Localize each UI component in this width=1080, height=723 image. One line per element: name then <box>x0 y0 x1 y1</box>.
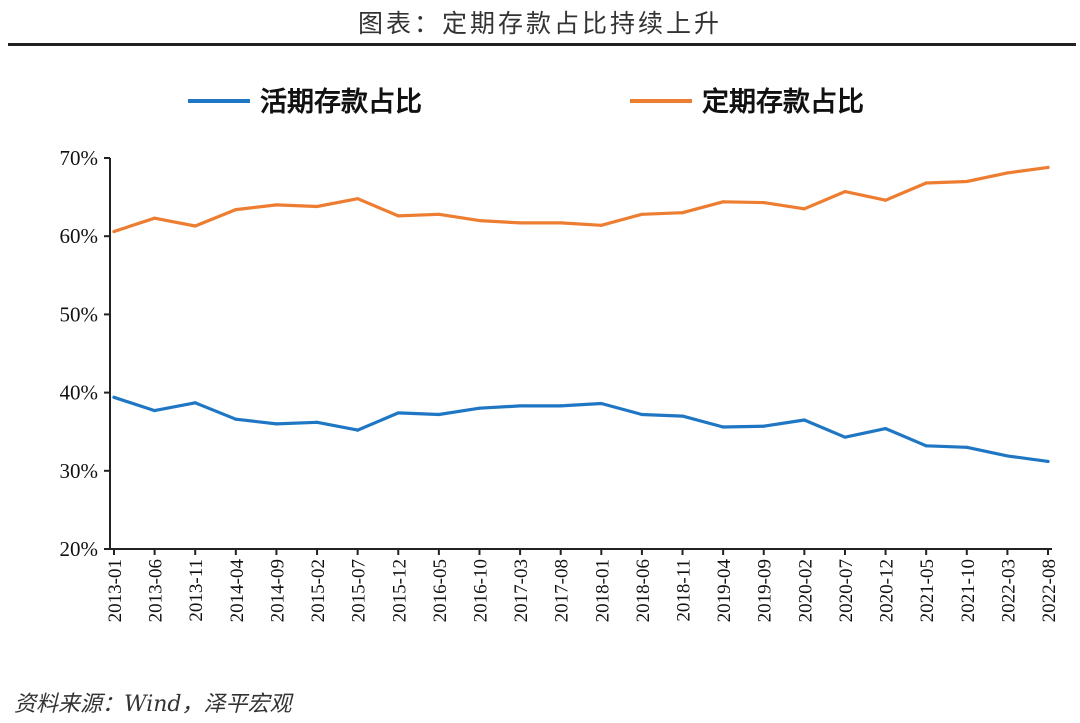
chart-title: 图表：定期存款占比持续上升 <box>357 9 722 38</box>
time-deposit-point <box>965 179 969 184</box>
x-tick-label: 2016-05 <box>430 559 451 622</box>
demand-deposit-point <box>315 420 319 424</box>
demand-deposit-point <box>843 435 847 439</box>
time-deposit-point <box>437 212 441 216</box>
x-tick-label: 2019-04 <box>714 559 735 623</box>
time-deposit-point <box>762 200 766 205</box>
demand-deposit-point <box>680 414 685 418</box>
time-deposit-point <box>1046 165 1050 169</box>
time-deposit-point <box>559 221 563 225</box>
x-tick-label: 2018-11 <box>674 559 695 622</box>
x-tick-label: 2014-09 <box>267 559 288 622</box>
legend: 活期存款占比 定期存款占比 <box>188 86 864 118</box>
x-tick-label: 2018-01 <box>592 559 613 622</box>
time-deposit-point <box>518 221 522 225</box>
x-tick-label: 2020-02 <box>795 559 816 622</box>
demand-deposit-point <box>924 444 928 448</box>
x-tick-label: 2015-12 <box>389 559 410 622</box>
y-tick-label: 50% <box>60 302 99 326</box>
time-deposit-point <box>802 207 806 211</box>
demand-deposit-point <box>965 445 969 449</box>
demand-deposit-point <box>396 411 400 415</box>
time-deposit-line <box>112 165 1050 234</box>
demand-deposit-point <box>721 425 725 429</box>
demand-deposit-point <box>356 428 360 432</box>
x-tick-label: 2022-03 <box>998 559 1019 622</box>
x-tick-label: 2020-07 <box>836 559 857 622</box>
y-tick-label: 20% <box>60 537 99 561</box>
time-deposit-point <box>112 229 116 234</box>
x-tick-label: 2017-03 <box>511 559 532 622</box>
demand-deposit-point <box>193 401 197 405</box>
time-deposit-point <box>640 212 644 216</box>
demand-deposit-point <box>112 395 116 399</box>
time-deposit-point <box>477 218 482 223</box>
x-tick-label: 2013-06 <box>146 559 167 622</box>
x-tick-label: 2013-11 <box>186 559 207 622</box>
x-tick-label: 2016-10 <box>470 559 491 622</box>
time-deposit-point <box>396 214 400 218</box>
time-deposit-point <box>1005 171 1009 175</box>
demand-deposit-point <box>518 404 522 408</box>
x-tick-label: 2013-01 <box>105 559 126 622</box>
x-tick-label: 2021-10 <box>958 559 979 622</box>
demand-deposit-point <box>559 404 563 408</box>
time-deposit-point <box>193 224 197 228</box>
demand-deposit-point <box>883 426 888 431</box>
x-tick-label: 2020-12 <box>877 559 898 622</box>
time-deposit-point <box>843 190 847 194</box>
x-tick-label: 2021-05 <box>917 559 938 622</box>
demand-deposit-point <box>234 417 238 421</box>
time-deposit-point <box>274 203 279 207</box>
demand-deposit-point <box>802 418 806 422</box>
demand-deposit-point <box>762 424 766 428</box>
y-tick-label: 40% <box>60 381 99 405</box>
x-tick-label: 2014-04 <box>227 559 248 623</box>
axes: 20% 30% 40% 50% 60% 70% 2013-01 2013-06 2013-11 2… <box>60 146 1061 622</box>
demand-deposit-point <box>640 412 644 417</box>
y-tick-label: 30% <box>60 459 99 483</box>
source-note: 资料来源：Wind，泽平宏观 <box>14 692 292 717</box>
x-tick-label: 2015-07 <box>349 559 370 622</box>
time-deposit-point <box>924 181 928 185</box>
demand-deposit-point <box>599 401 603 406</box>
x-tick-label: 2015-02 <box>308 559 329 622</box>
demand-deposit-point <box>153 408 157 413</box>
time-deposit-point <box>153 216 157 220</box>
demand-deposit-point <box>1005 454 1009 458</box>
legend-label-time: 定期存款占比 <box>702 86 864 118</box>
time-deposit-point <box>315 204 319 209</box>
time-deposit-point <box>721 200 725 204</box>
y-tick-label: 60% <box>60 224 99 248</box>
time-deposit-point <box>356 197 360 201</box>
time-deposit-point <box>883 198 888 202</box>
demand-deposit-point <box>274 422 279 426</box>
demand-deposit-point <box>1046 459 1050 464</box>
demand-deposit-point <box>437 412 441 417</box>
legend-label-demand: 活期存款占比 <box>260 87 422 118</box>
time-deposit-point <box>234 208 238 212</box>
y-tick-label: 70% <box>60 146 99 170</box>
demand-deposit-line <box>112 395 1050 463</box>
title-divider <box>8 43 1076 46</box>
time-deposit-point <box>680 211 685 215</box>
x-tick-label: 2018-06 <box>633 559 654 622</box>
demand-deposit-point <box>477 406 482 410</box>
series-layer <box>112 165 1050 464</box>
x-tick-label: 2019-09 <box>755 559 776 622</box>
x-tick-label: 2022-08 <box>1039 559 1060 622</box>
x-tick-label: 2017-08 <box>552 559 573 622</box>
time-deposit-point <box>599 223 603 227</box>
